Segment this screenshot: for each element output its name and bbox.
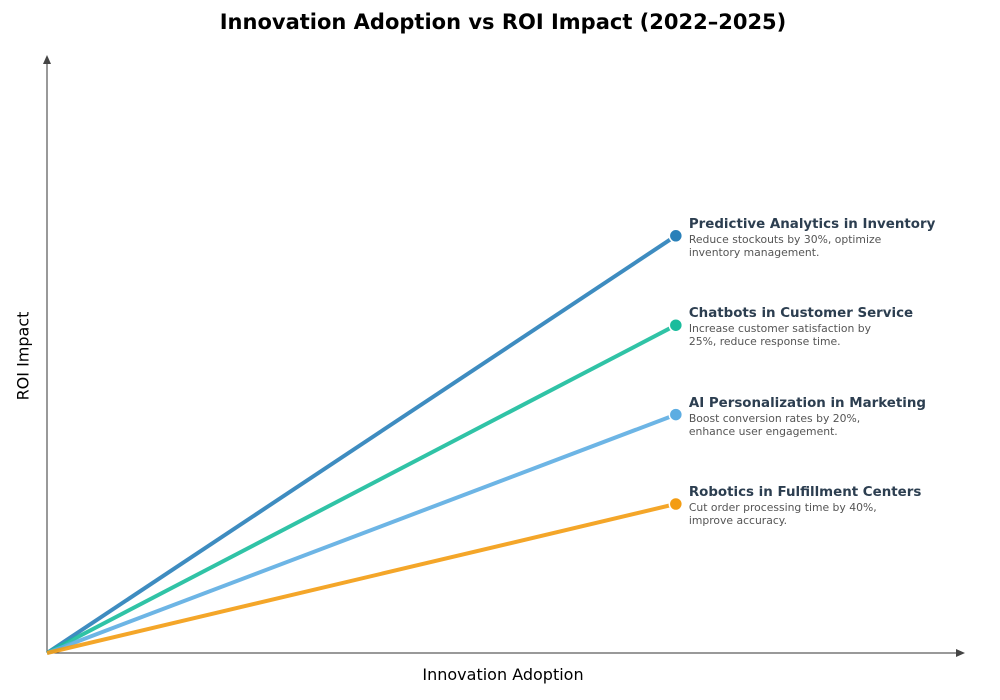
series-end-point (668, 317, 684, 333)
series-annotation: Chatbots in Customer Service Increase cus… (689, 306, 913, 348)
series-annotation: Predictive Analytics in Inventory Reduce … (689, 217, 935, 259)
series-name: Predictive Analytics in Inventory (688, 216, 936, 232)
series-name: Chatbots in Customer Service (688, 306, 914, 322)
series-line (45, 234, 677, 655)
series-description: Reduce stockouts by 30%, optimize invent… (688, 232, 882, 259)
x-axis-label: Innovation Adoption (422, 665, 584, 684)
series-end-point (668, 407, 684, 422)
series-line (46, 502, 677, 655)
series-end-point (668, 228, 684, 244)
series-name: AI Personalization in Marketing (688, 395, 926, 411)
series-line (46, 323, 677, 655)
x-axis-arrow-icon (956, 649, 965, 657)
y-axis-arrow-icon (43, 55, 51, 64)
series-line (46, 412, 677, 655)
series-description: Boost conversion rates by 20%, enhance u… (688, 411, 861, 438)
series-name: Robotics in Fulfillment Centers (688, 485, 922, 500)
series-annotation: Robotics in Fulfillment Centers Cut order… (689, 485, 921, 527)
series-description: Cut order processing time by 40%, improv… (688, 501, 877, 527)
series-end-point (668, 496, 684, 512)
y-axis-label: ROI Impact (13, 311, 33, 401)
series-description: Increase customer satisfaction by 25%, r… (688, 322, 872, 349)
chart-title: Innovation Adoption vs ROI Impact (2022–… (219, 10, 787, 34)
series-annotation: AI Personalization in Marketing Boost con… (689, 396, 926, 438)
